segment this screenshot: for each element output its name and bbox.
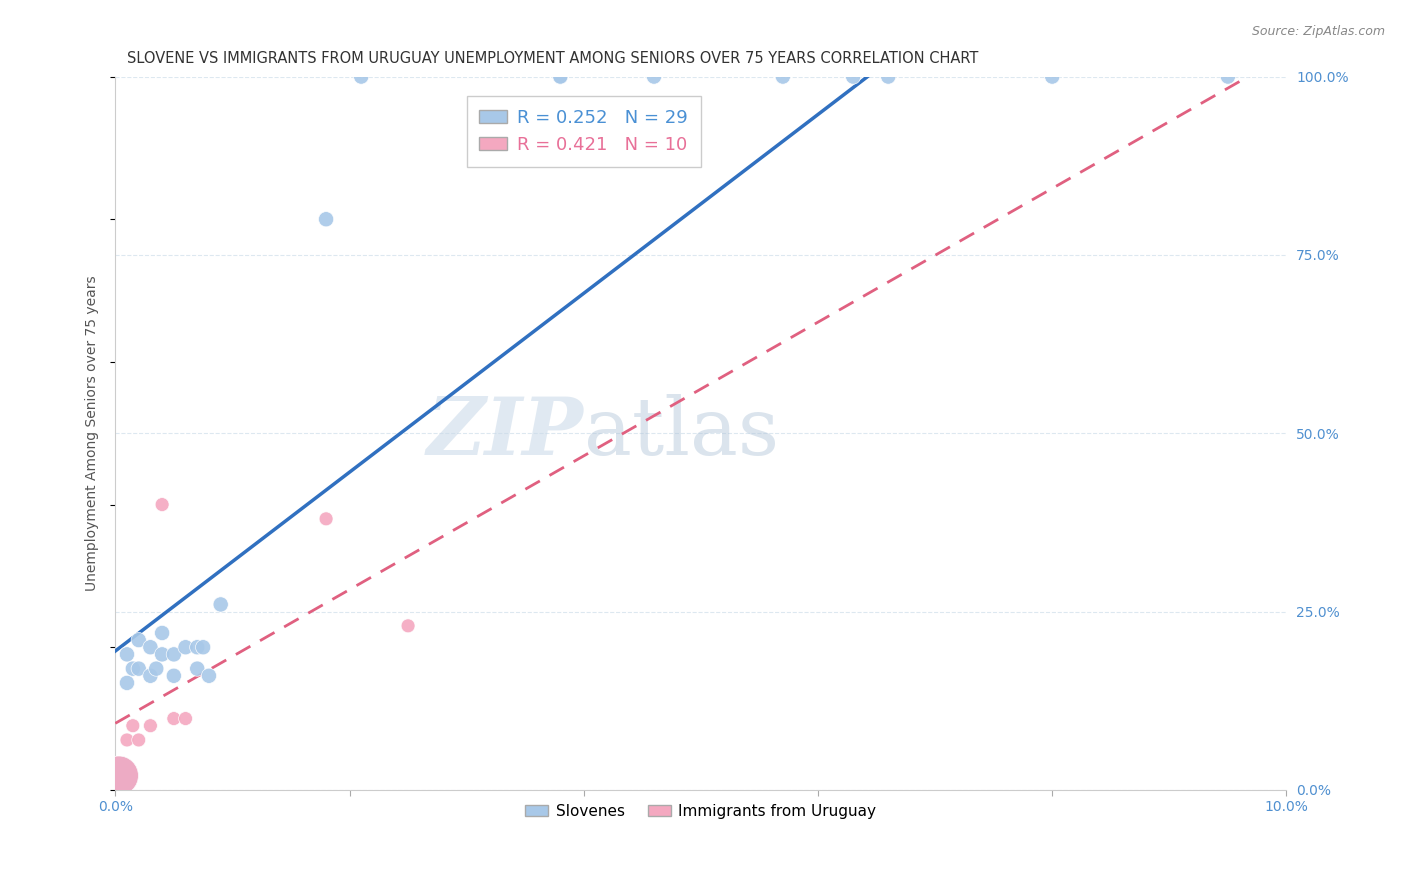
Point (198, 669, 221, 683)
Legend: Slovenes, Immigrants from Uruguay: Slovenes, Immigrants from Uruguay (519, 797, 883, 825)
Point (350, 70, 373, 84)
Point (772, 70, 794, 84)
Text: atlas: atlas (583, 394, 779, 472)
Point (1040, 70, 1063, 84)
Point (643, 70, 665, 84)
Point (209, 598, 232, 612)
Point (315, 512, 337, 526)
Point (139, 669, 162, 683)
Point (163, 648, 186, 662)
Point (107, 769, 129, 783)
Point (174, 640, 197, 655)
Point (842, 70, 865, 84)
Point (150, 626, 173, 640)
Point (1216, 70, 1239, 84)
Text: ZIP: ZIP (427, 394, 583, 472)
Point (128, 662, 150, 676)
Text: SLOVENE VS IMMIGRANTS FROM URUGUAY UNEMPLOYMENT AMONG SENIORS OVER 75 YEARS CORR: SLOVENE VS IMMIGRANTS FROM URUGUAY UNEMP… (127, 51, 979, 66)
Point (139, 640, 162, 655)
Point (107, 769, 129, 783)
Point (115, 676, 138, 690)
Point (115, 733, 138, 747)
Point (550, 70, 572, 84)
Point (315, 212, 337, 227)
Point (121, 662, 143, 676)
Point (139, 719, 162, 733)
Point (145, 662, 167, 676)
Point (186, 640, 208, 655)
Point (150, 498, 173, 512)
Point (550, 70, 572, 84)
Point (191, 640, 214, 655)
Point (128, 733, 150, 747)
Point (877, 70, 900, 84)
Point (115, 648, 138, 662)
Point (174, 712, 197, 726)
Point (186, 662, 208, 676)
Point (396, 619, 419, 633)
Point (128, 633, 150, 648)
Point (163, 669, 186, 683)
Point (163, 712, 186, 726)
Y-axis label: Unemployment Among Seniors over 75 years: Unemployment Among Seniors over 75 years (86, 276, 100, 591)
Point (121, 719, 143, 733)
Text: Source: ZipAtlas.com: Source: ZipAtlas.com (1251, 25, 1385, 38)
Point (150, 648, 173, 662)
